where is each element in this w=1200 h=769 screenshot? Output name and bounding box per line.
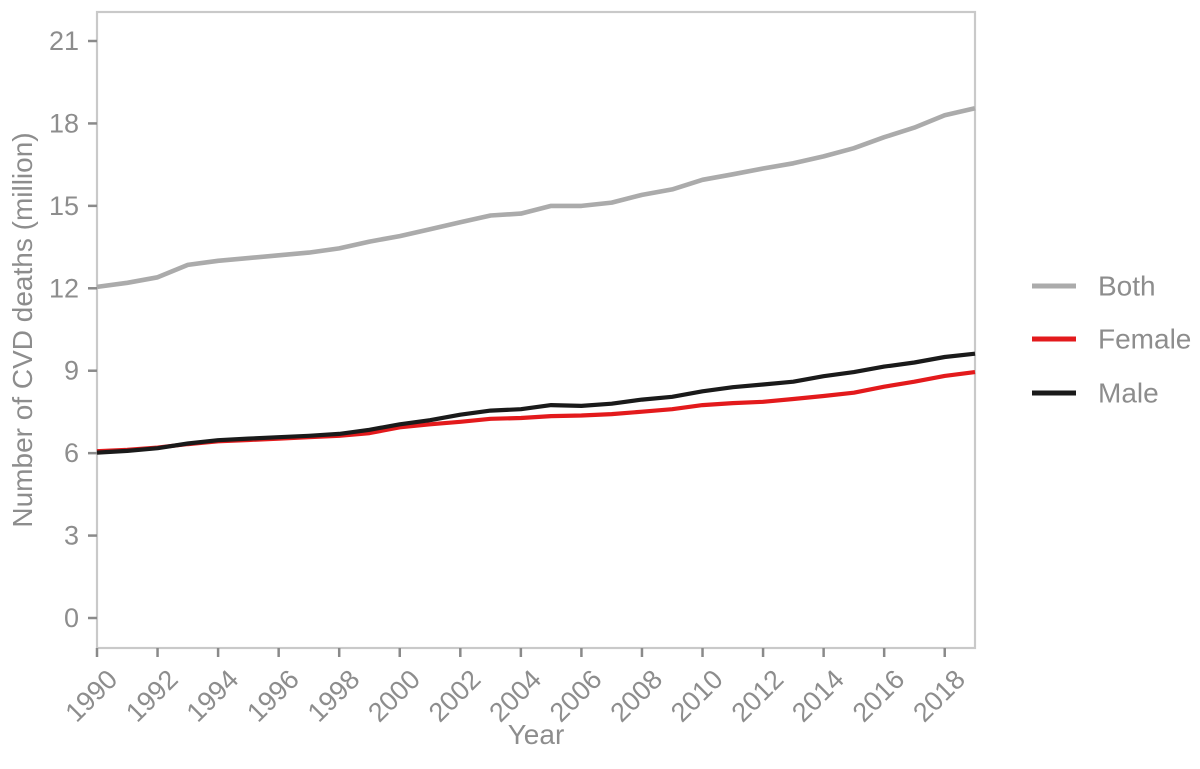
legend-label-both: Both: [1098, 271, 1156, 302]
x-tick-label: 2002: [423, 664, 487, 728]
series-line-both: [96, 106, 976, 290]
x-axis-title: Year: [508, 719, 565, 750]
legend: Both Female Male: [1032, 271, 1191, 409]
x-tick-label: 2018: [907, 664, 971, 728]
y-tick-label: 0: [64, 603, 79, 633]
y-tick-label: 15: [49, 191, 79, 221]
x-tick-label: 1992: [120, 664, 184, 728]
x-tick-label: 2008: [605, 664, 669, 728]
y-tick-label: 9: [64, 356, 79, 386]
y-tick-label: 21: [49, 26, 79, 56]
x-tick-label: 2012: [726, 664, 790, 728]
x-tick-label: 2010: [665, 664, 729, 728]
y-tick-label: 3: [64, 521, 79, 551]
x-tick-label: 1994: [181, 664, 245, 728]
legend-label-female: Female: [1098, 324, 1191, 355]
y-tick-label: 18: [49, 108, 79, 138]
x-tick-label: 1996: [241, 664, 305, 728]
y-tick-label: 12: [49, 273, 79, 303]
series-line-male: [96, 351, 976, 455]
y-tick-label: 6: [64, 438, 79, 468]
x-tick-label: 2014: [786, 664, 850, 728]
x-tick-label: 1990: [60, 664, 124, 728]
legend-label-male: Male: [1098, 378, 1159, 409]
y-axis-title: Number of CVD deaths (million): [7, 132, 38, 527]
plot-area: 0 3 6 9 12 15 18 21 1990199219941996199820002002…: [49, 10, 977, 728]
x-tick-label: 1998: [302, 664, 366, 728]
x-tick-label: 2016: [847, 664, 911, 728]
x-tick-label: 2000: [362, 664, 426, 728]
plot-border: [95, 10, 977, 650]
